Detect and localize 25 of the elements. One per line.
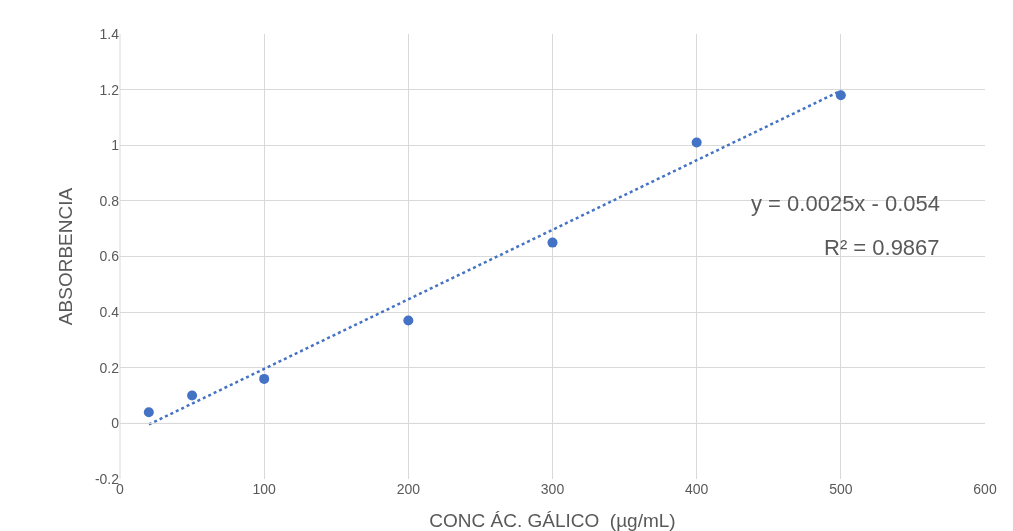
y-tick-label: 0.2 (99, 359, 120, 376)
point (187, 390, 198, 401)
y-tick-label: 0.6 (99, 248, 120, 265)
x-tick-label: 300 (540, 481, 565, 497)
y-tick-label: 1.4 (99, 25, 120, 42)
x-axis-title: CONC ÁC. GÁLICO (µg/mL) (429, 510, 676, 531)
point (259, 373, 270, 384)
y-tick-label: 0.4 (99, 304, 120, 321)
annotation: y = 0.0025x - 0.054 (751, 191, 940, 216)
y-tick-label: 0 (111, 415, 120, 432)
annotation: R² = 0.9867 (824, 235, 940, 260)
x-tick-label: 200 (396, 481, 421, 497)
y-tick-label: 0.8 (99, 192, 120, 209)
x-tick-label: 100 (252, 481, 277, 497)
y-tick-label: 1 (111, 137, 120, 154)
x-tick-label: 600 (973, 481, 997, 497)
point (403, 315, 414, 326)
point (143, 407, 154, 418)
point (547, 237, 558, 248)
x-tick-label: 400 (684, 481, 709, 497)
point (835, 90, 846, 101)
x-tick-label: 500 (829, 481, 853, 497)
y-tick-label: 1.2 (99, 81, 120, 98)
point (691, 137, 702, 148)
y-axis-title: ABSORBENCIA (55, 187, 76, 326)
